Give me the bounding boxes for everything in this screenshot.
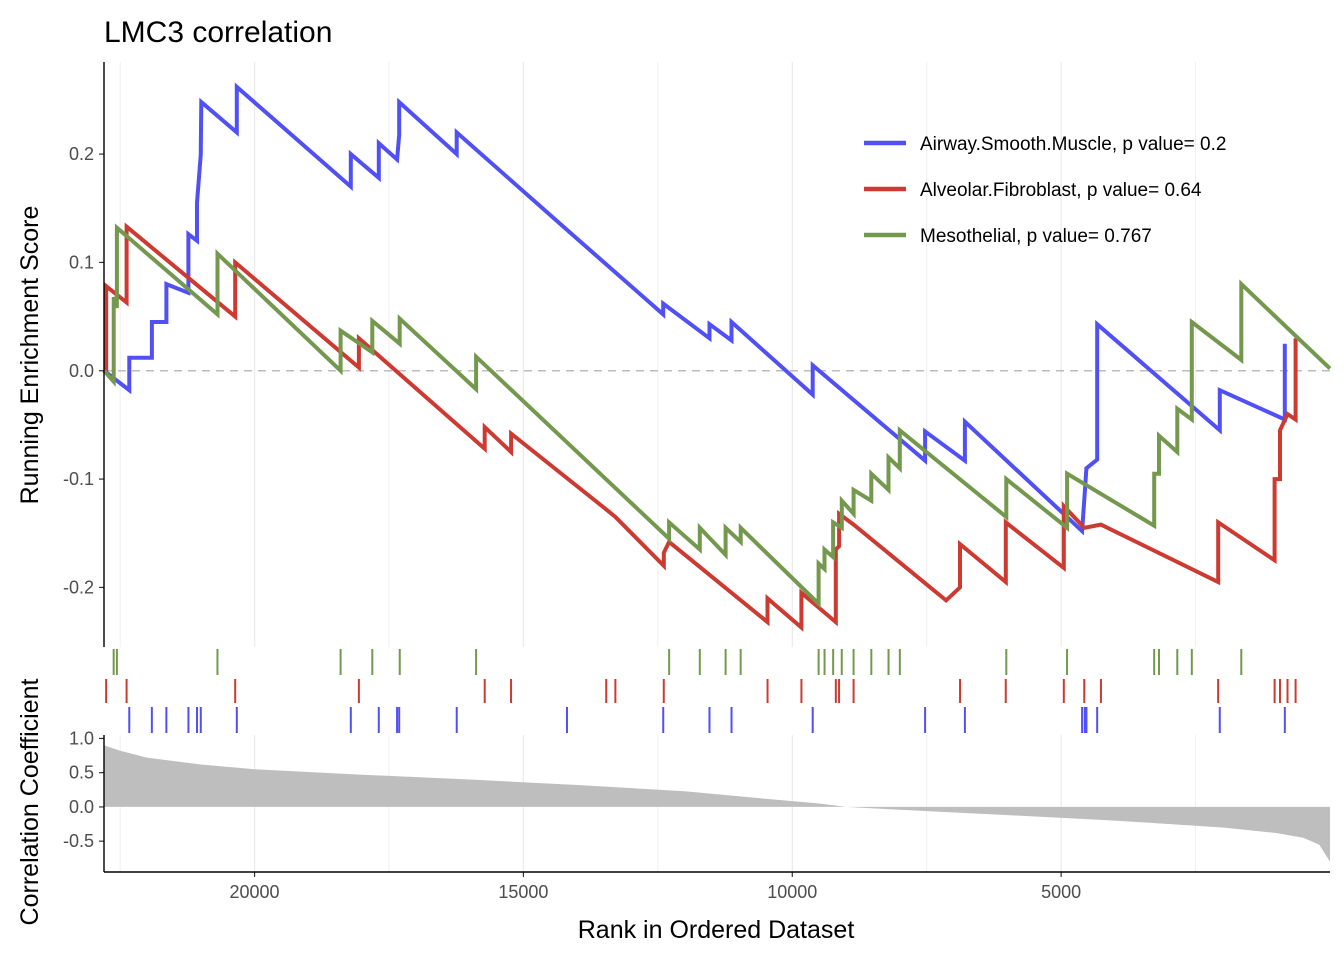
y-tick-label: 0.1: [69, 252, 94, 272]
rank-x-ticks: 20000 15000 10000 5000: [230, 872, 1081, 902]
series-line-3: [102, 223, 1332, 609]
y2-tick-label: 0.5: [69, 763, 94, 783]
enrichment-grid: [119, 62, 1196, 647]
y2-tick-label: 0.0: [69, 797, 94, 817]
correlation-y-ticks: 1.0 0.5 0.0 -0.5: [63, 728, 104, 851]
y2-axis-title: Correlation Coefficient: [16, 679, 44, 926]
y2-tick-label: 1.0: [69, 728, 94, 748]
x-tick-label: 5000: [1041, 882, 1081, 902]
series-line-1: [102, 82, 1287, 536]
x-tick-label: 10000: [767, 882, 817, 902]
legend-label: Alveolar.Fibroblast, p value= 0.64: [920, 180, 1202, 201]
y-tick-label: 0.2: [69, 144, 94, 164]
x-axis-title: Rank in Ordered Dataset: [578, 916, 855, 944]
x-tick-label: 20000: [230, 882, 280, 902]
legend-label: Mesothelial, p value= 0.767: [920, 226, 1152, 247]
y-tick-label: 0.0: [69, 361, 94, 381]
correlation-area: [104, 745, 1330, 862]
y2-tick-label: -0.5: [63, 831, 94, 851]
y-tick-label: -0.1: [63, 469, 94, 489]
legend: Airway.Smooth.Muscle, p value= 0.2 Alveol…: [864, 134, 1226, 247]
series-line-2: [104, 222, 1298, 632]
correlation-panel: 1.0 0.5 0.0 -0.5 20000 15000 10000 5000: [63, 728, 1330, 902]
chart-title: LMC3 correlation: [104, 16, 332, 49]
enrichment-panel: 0.2 0.1 0.0 -0.1 -0.2: [63, 62, 1332, 647]
y-tick-label: -0.2: [63, 577, 94, 597]
y-axis-title: Running Enrichment Score: [16, 206, 44, 505]
legend-label: Airway.Smooth.Muscle, p value= 0.2: [920, 134, 1226, 155]
hit-rug-panel: [105, 649, 1297, 733]
enrichment-lines: [102, 82, 1332, 632]
enrichment-y-ticks: 0.2 0.1 0.0 -0.1 -0.2: [63, 144, 104, 597]
x-tick-label: 15000: [498, 882, 548, 902]
